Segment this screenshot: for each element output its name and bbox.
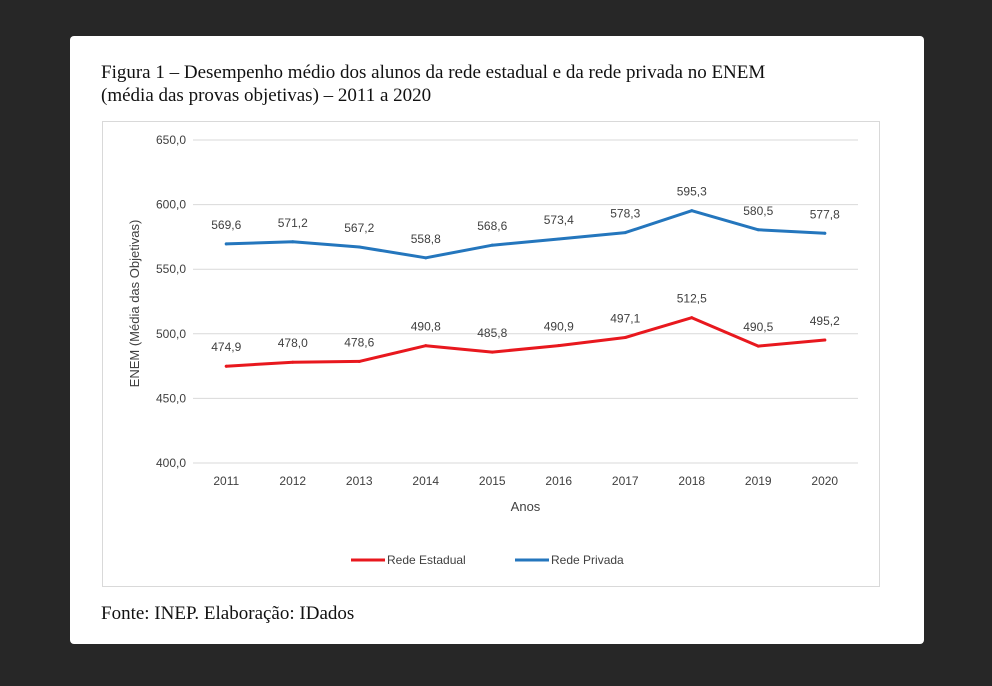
data-point (424, 344, 428, 348)
chart-area: 400,0 450,0 500,0 550,0 600,0 650,0 2011 2012 20… (102, 121, 880, 587)
data-point (823, 338, 827, 342)
legend-label-rede-estadual: Rede Estadual (387, 553, 466, 567)
data-label: 497,1 (610, 312, 640, 326)
x-tick-label: 2012 (279, 474, 306, 488)
data-label: 485,8 (477, 326, 507, 340)
legend-label-rede-privada: Rede Privada (551, 553, 624, 567)
figure-caption: Figura 1 – Desempenho médio dos alunos d… (101, 61, 901, 107)
x-axis-title: Anos (511, 499, 541, 514)
data-point (690, 209, 694, 213)
y-tick-label: 650,0 (156, 133, 186, 147)
x-tick-label: 2015 (479, 474, 506, 488)
data-label: 578,3 (610, 207, 640, 221)
figure-source: Fonte: INEP. Elaboração: IDados (101, 603, 355, 624)
data-point (823, 231, 827, 235)
y-tick-label: 600,0 (156, 198, 186, 212)
data-label: 490,9 (544, 320, 574, 334)
data-label: 495,2 (810, 314, 840, 328)
data-label: 512,5 (677, 292, 707, 306)
data-label: 490,5 (743, 320, 773, 334)
x-tick-label: 2014 (412, 474, 439, 488)
x-tick-label: 2011 (213, 474, 239, 488)
data-point (424, 256, 428, 260)
y-tick-label: 450,0 (156, 391, 186, 405)
data-point (357, 359, 361, 363)
data-label: 580,5 (743, 204, 773, 218)
data-point (557, 237, 561, 241)
data-point (224, 242, 228, 246)
y-axis-title: ENEM (Média das Objetivas) (127, 220, 142, 388)
data-point (490, 243, 494, 247)
data-label: 478,6 (344, 335, 374, 349)
data-label: 571,2 (278, 216, 308, 230)
data-label: 474,9 (211, 340, 241, 354)
data-label: 558,8 (411, 232, 441, 246)
data-point (490, 350, 494, 354)
data-point (623, 336, 627, 340)
figure-card: Figura 1 – Desempenho médio dos alunos d… (70, 36, 924, 644)
data-point (756, 344, 760, 348)
data-label: 577,8 (810, 207, 840, 221)
data-point (756, 228, 760, 232)
x-tick-label: 2013 (346, 474, 373, 488)
x-tick-label: 2016 (545, 474, 572, 488)
data-point (690, 316, 694, 320)
data-point (623, 231, 627, 235)
caption-line-1: Figura 1 – Desempenho médio dos alunos d… (101, 62, 766, 83)
caption-line-2: (média das provas objetivas) – 2011 a 20… (101, 85, 432, 106)
data-point (291, 240, 295, 244)
series-line-rede-estadual (224, 316, 827, 368)
data-label: 567,2 (344, 221, 374, 235)
data-label: 595,3 (677, 185, 707, 199)
y-tick-label: 500,0 (156, 327, 186, 341)
line-chart: 400,0 450,0 500,0 550,0 600,0 650,0 2011 2012 20… (127, 133, 858, 567)
x-tick-label: 2020 (811, 474, 838, 488)
data-point (224, 364, 228, 368)
x-tick-label: 2018 (678, 474, 705, 488)
series-line-rede-privada (224, 209, 827, 260)
data-point (357, 245, 361, 249)
data-label: 478,0 (278, 336, 308, 350)
data-label: 573,4 (544, 213, 574, 227)
x-tick-label: 2017 (612, 474, 639, 488)
data-point (291, 360, 295, 364)
data-label: 568,6 (477, 219, 507, 233)
data-point (557, 344, 561, 348)
data-label: 490,8 (411, 320, 441, 334)
y-tick-label: 400,0 (156, 456, 186, 470)
x-tick-label: 2019 (745, 474, 772, 488)
data-label: 569,6 (211, 218, 241, 232)
y-tick-label: 550,0 (156, 262, 186, 276)
